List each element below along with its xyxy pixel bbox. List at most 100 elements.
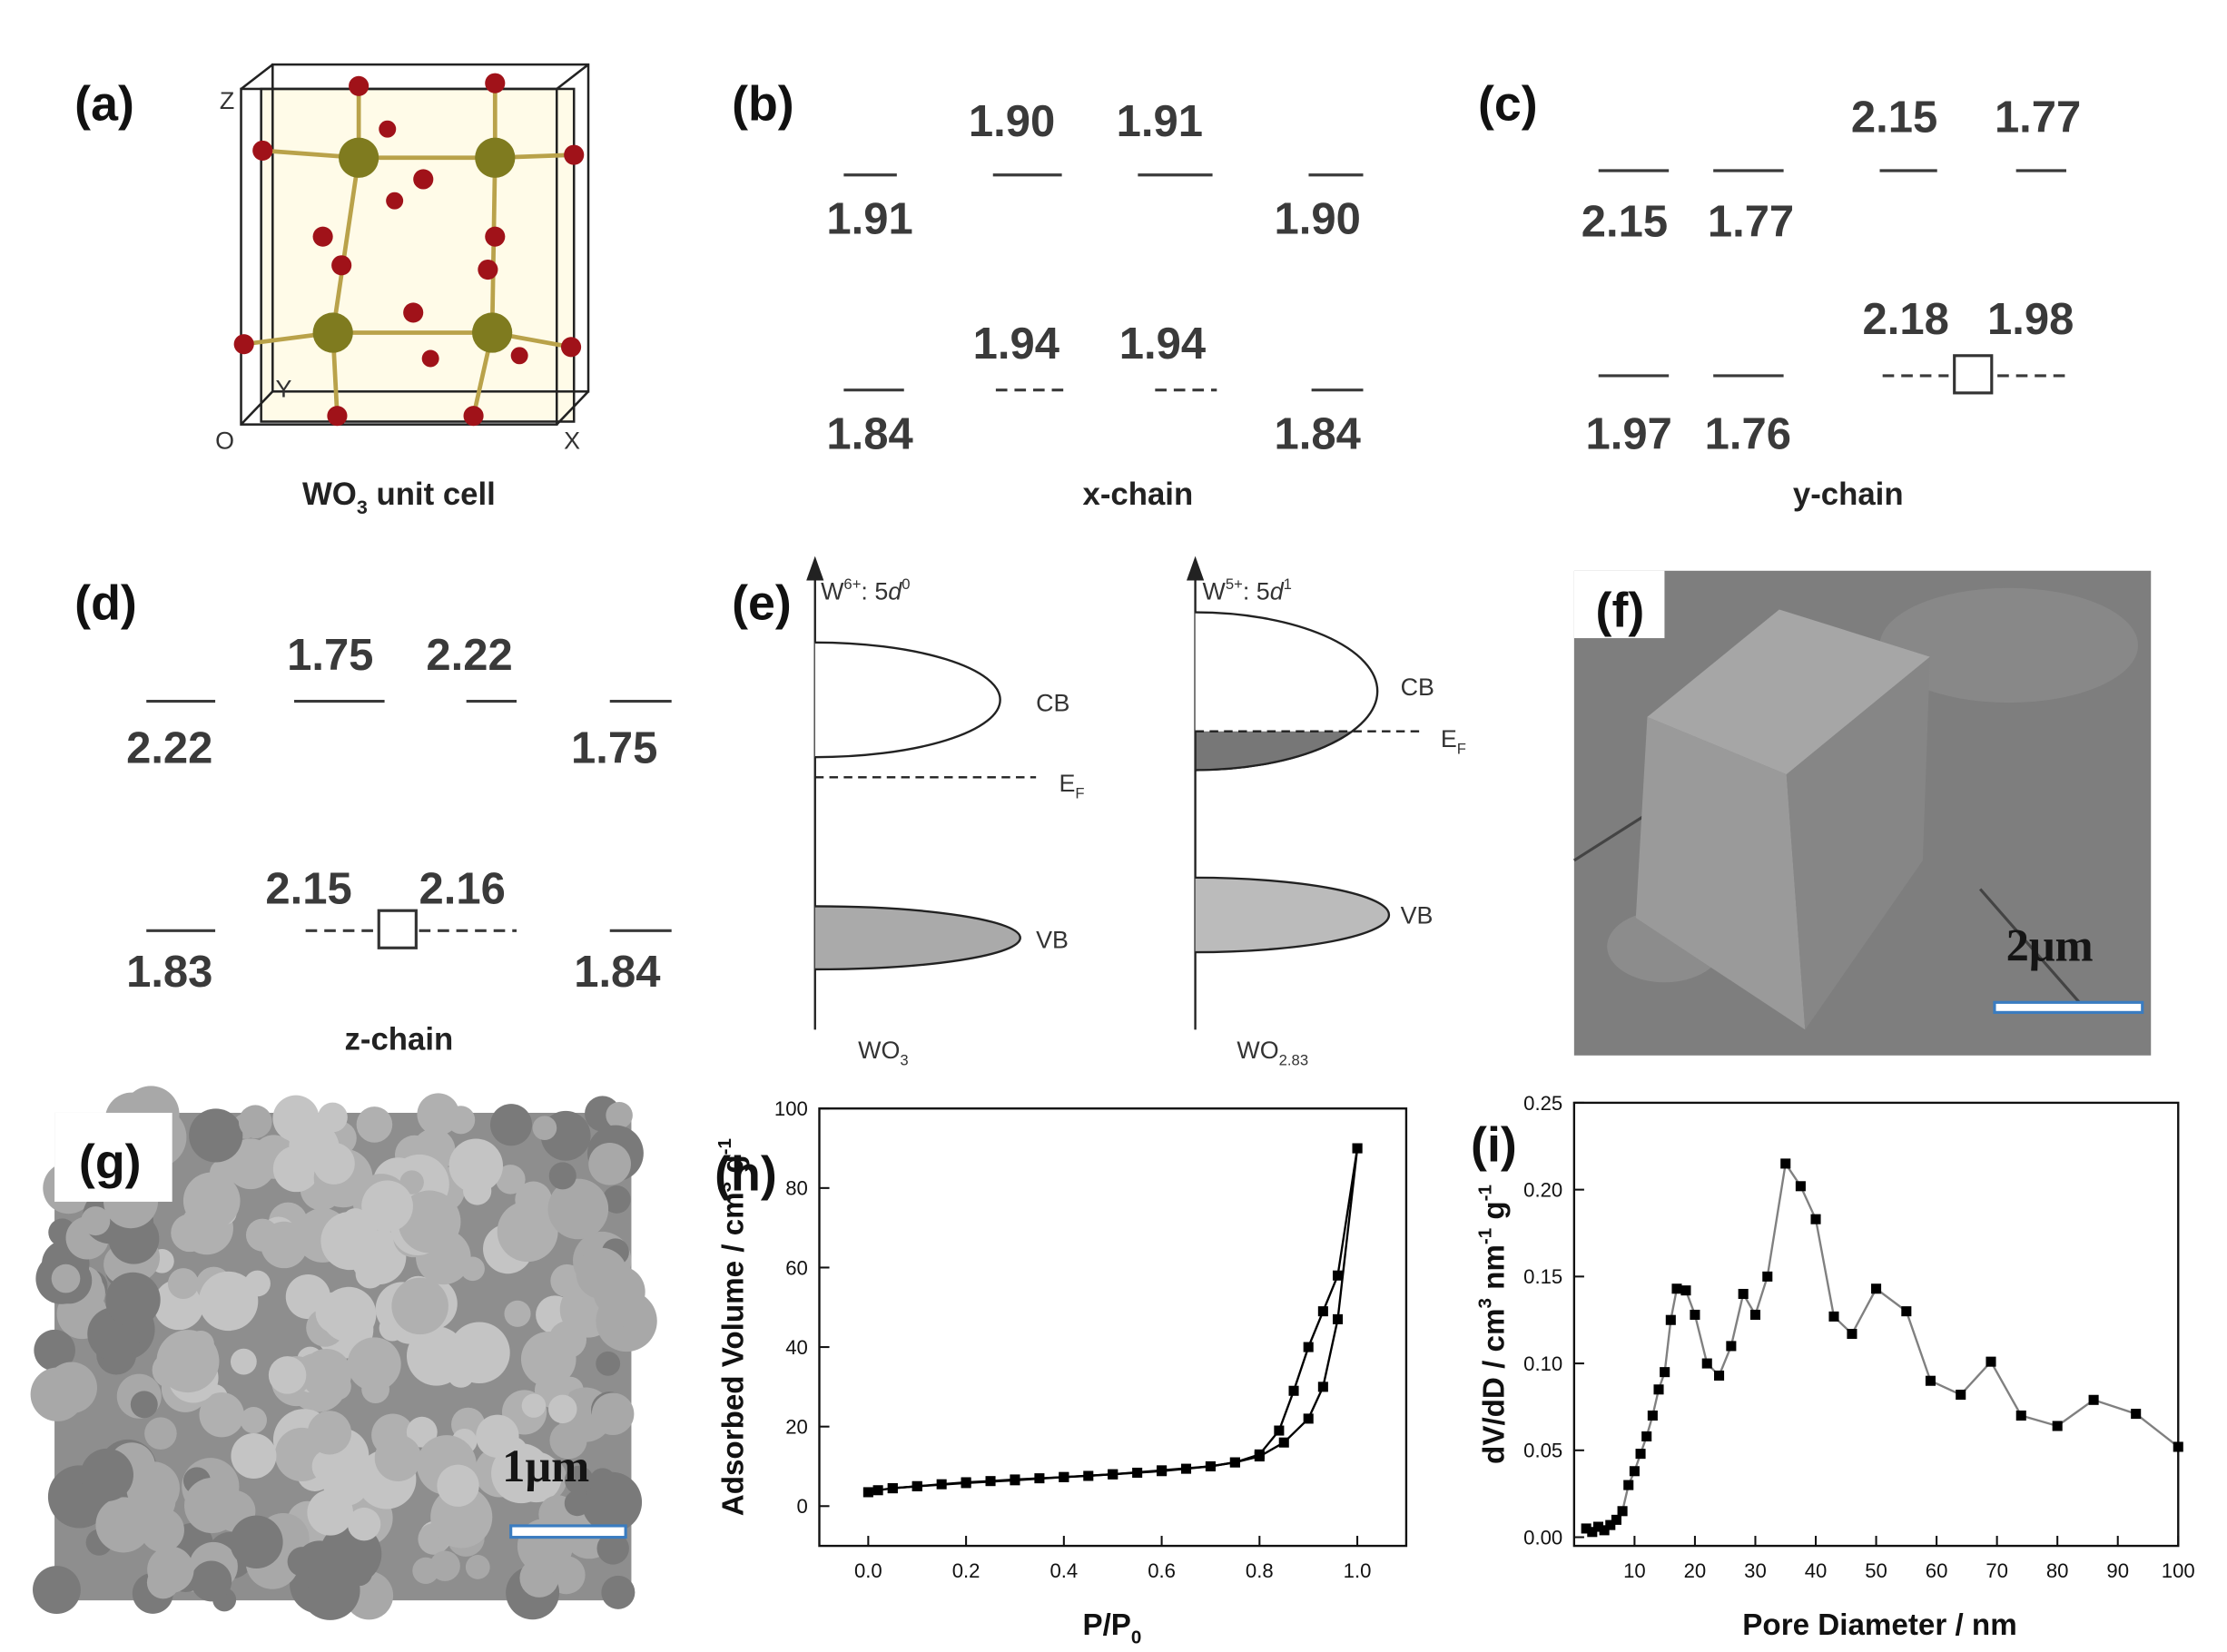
marker bbox=[1303, 1342, 1314, 1352]
caption: z-chain bbox=[345, 1022, 454, 1057]
text-part: WO bbox=[302, 477, 357, 512]
text-part: 0 bbox=[1131, 1627, 1141, 1647]
scale-label: 1μm bbox=[502, 1441, 589, 1491]
grain bbox=[307, 1411, 352, 1455]
grain bbox=[183, 1478, 241, 1534]
x-tick-label: 100 bbox=[2162, 1559, 2195, 1582]
marker bbox=[1352, 1143, 1363, 1154]
marker bbox=[1680, 1285, 1691, 1296]
marker bbox=[1157, 1465, 1168, 1476]
bond-length: 2.22 bbox=[126, 723, 212, 772]
marker bbox=[1986, 1356, 1996, 1367]
marker bbox=[2052, 1421, 2063, 1431]
fermi-label: EF bbox=[1441, 725, 1466, 758]
unit-cell-drawing bbox=[240, 63, 590, 426]
bond-length: 1.84 bbox=[826, 410, 912, 459]
grain bbox=[80, 1448, 133, 1501]
x-tick-label: 70 bbox=[1986, 1559, 2008, 1582]
marker bbox=[2015, 1410, 2026, 1421]
grain bbox=[374, 1434, 422, 1481]
marker bbox=[1254, 1449, 1265, 1460]
grain bbox=[412, 1557, 439, 1585]
marker bbox=[1690, 1309, 1700, 1321]
grain bbox=[231, 1432, 277, 1479]
text-part: Pore Diameter / nm bbox=[1742, 1608, 2016, 1642]
grain bbox=[240, 1406, 267, 1434]
marker bbox=[887, 1483, 898, 1494]
x-tick-label: 1.0 bbox=[1344, 1559, 1372, 1582]
text-part: 1 bbox=[1284, 575, 1292, 593]
bond-length: 1.91 bbox=[1117, 97, 1203, 146]
marker bbox=[1738, 1288, 1749, 1300]
axis-letter: O bbox=[215, 428, 234, 455]
bond-length: 1.75 bbox=[571, 723, 657, 772]
grain bbox=[356, 1106, 393, 1143]
y-tick-label: 0.10 bbox=[1523, 1352, 1562, 1375]
y-axis-label: Adsorbed Volume / cm3 g-1 bbox=[714, 1138, 751, 1516]
grain bbox=[465, 1555, 490, 1579]
bond-length: 1.94 bbox=[973, 320, 1059, 369]
grain bbox=[489, 1104, 533, 1146]
grain bbox=[81, 1206, 111, 1236]
text-part: 3 bbox=[357, 496, 368, 518]
caption: y-chain bbox=[1793, 477, 1904, 512]
tungsten-atoms bbox=[312, 137, 516, 353]
text-part: WO bbox=[1237, 1037, 1278, 1064]
sem-image-particles bbox=[30, 1086, 657, 1620]
marker bbox=[1108, 1469, 1118, 1480]
y-tick-label: 0.00 bbox=[1523, 1526, 1562, 1549]
x-tick-label: 10 bbox=[1623, 1559, 1646, 1582]
grain bbox=[34, 1329, 75, 1372]
marker bbox=[1229, 1457, 1240, 1468]
x-tick-label: 0.0 bbox=[854, 1559, 882, 1582]
vacancy bbox=[377, 909, 418, 949]
text-part: d bbox=[888, 577, 902, 605]
fermi-label: EF bbox=[1059, 770, 1084, 802]
panel-label: (e) bbox=[732, 576, 792, 631]
marker bbox=[1647, 1410, 1658, 1421]
grain bbox=[504, 1300, 531, 1327]
text-part: 3 bbox=[1474, 1298, 1495, 1308]
text-part: 0 bbox=[902, 575, 910, 593]
x-tick-label: 40 bbox=[1805, 1559, 1828, 1582]
text-part: Adsorbed Volume / cm bbox=[717, 1192, 751, 1516]
grain bbox=[548, 1321, 587, 1359]
text-part: W bbox=[821, 577, 844, 605]
bond-length: 1.90 bbox=[969, 97, 1055, 146]
marker bbox=[1956, 1390, 1966, 1401]
grain bbox=[347, 1337, 401, 1391]
bond-length: 1.77 bbox=[1708, 198, 1794, 247]
x-tick-label: 20 bbox=[1684, 1559, 1707, 1582]
marker bbox=[1847, 1329, 1857, 1340]
text-part: 3 bbox=[900, 1051, 908, 1068]
grain bbox=[126, 1461, 180, 1515]
axis-letter: X bbox=[564, 428, 580, 455]
text-part: W bbox=[1202, 577, 1226, 605]
grain bbox=[230, 1348, 257, 1375]
grain bbox=[476, 1414, 519, 1458]
grain bbox=[189, 1108, 243, 1163]
grain bbox=[156, 1330, 220, 1393]
y-tick-label: 80 bbox=[785, 1177, 808, 1200]
grain bbox=[606, 1101, 633, 1129]
grain bbox=[596, 1532, 629, 1565]
marker bbox=[1010, 1475, 1020, 1486]
text-part: 3 bbox=[714, 1182, 735, 1192]
grain bbox=[596, 1351, 621, 1376]
bond-length: 1.94 bbox=[1119, 320, 1206, 369]
grain bbox=[437, 1464, 479, 1507]
grain bbox=[105, 1272, 161, 1328]
marker bbox=[1317, 1382, 1328, 1392]
marker bbox=[1605, 1519, 1616, 1530]
x-tick-label: 30 bbox=[1744, 1559, 1767, 1582]
grain bbox=[294, 1540, 345, 1590]
panel-label: (c) bbox=[1478, 77, 1538, 132]
marker bbox=[2173, 1441, 2183, 1452]
marker bbox=[1671, 1283, 1682, 1294]
bond-length: 1.76 bbox=[1705, 410, 1791, 459]
label-box bbox=[54, 1112, 172, 1202]
bond-length: 1.83 bbox=[126, 948, 212, 997]
grain bbox=[30, 1367, 84, 1421]
compound-label: WO3 bbox=[858, 1037, 909, 1069]
